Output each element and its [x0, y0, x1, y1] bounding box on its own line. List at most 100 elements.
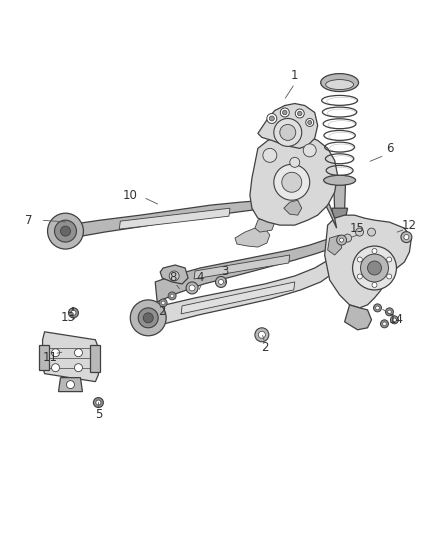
Circle shape: [274, 164, 310, 200]
Circle shape: [215, 277, 226, 287]
Polygon shape: [59, 378, 82, 392]
Text: 11: 11: [43, 351, 58, 364]
Circle shape: [303, 144, 316, 157]
Text: 5: 5: [95, 408, 102, 421]
Circle shape: [360, 254, 389, 282]
Text: 1: 1: [291, 69, 299, 82]
Circle shape: [138, 308, 158, 328]
Polygon shape: [332, 208, 348, 218]
Circle shape: [337, 235, 346, 245]
Circle shape: [169, 271, 179, 281]
Circle shape: [52, 364, 60, 372]
Circle shape: [130, 300, 166, 336]
Circle shape: [74, 364, 82, 372]
Circle shape: [161, 301, 165, 305]
Circle shape: [74, 349, 82, 357]
Circle shape: [93, 398, 103, 408]
Circle shape: [269, 116, 274, 121]
Circle shape: [372, 248, 377, 254]
Circle shape: [258, 332, 265, 338]
Circle shape: [385, 308, 393, 316]
Circle shape: [170, 294, 174, 298]
Circle shape: [376, 306, 379, 310]
Text: 12: 12: [402, 219, 417, 232]
Circle shape: [280, 124, 296, 140]
Circle shape: [388, 310, 391, 313]
Text: 6: 6: [386, 142, 393, 155]
Circle shape: [306, 118, 314, 126]
Circle shape: [219, 279, 223, 285]
Polygon shape: [250, 133, 338, 225]
Circle shape: [339, 238, 343, 242]
Polygon shape: [145, 258, 338, 328]
Circle shape: [367, 261, 381, 275]
Circle shape: [168, 292, 176, 300]
Polygon shape: [258, 103, 318, 148]
Polygon shape: [345, 305, 371, 330]
Circle shape: [267, 114, 277, 124]
Circle shape: [387, 257, 392, 262]
Polygon shape: [90, 345, 100, 372]
Polygon shape: [67, 200, 290, 238]
Polygon shape: [235, 228, 270, 247]
Circle shape: [297, 111, 302, 116]
Polygon shape: [328, 235, 342, 255]
Polygon shape: [334, 180, 346, 210]
Circle shape: [357, 274, 362, 279]
Ellipse shape: [326, 79, 353, 90]
Text: 10: 10: [123, 189, 138, 201]
Polygon shape: [119, 208, 230, 229]
Circle shape: [60, 226, 71, 236]
Circle shape: [357, 257, 362, 262]
Circle shape: [343, 234, 352, 242]
Circle shape: [274, 118, 302, 147]
Circle shape: [404, 235, 409, 240]
Text: 8: 8: [170, 271, 177, 285]
Polygon shape: [284, 200, 302, 215]
Polygon shape: [160, 265, 188, 284]
Circle shape: [401, 232, 412, 243]
Circle shape: [374, 304, 381, 312]
Text: 4: 4: [196, 271, 204, 285]
Text: 7: 7: [25, 214, 32, 227]
Circle shape: [96, 400, 101, 405]
Text: 15: 15: [350, 222, 365, 235]
Polygon shape: [42, 332, 99, 382]
Polygon shape: [155, 238, 338, 302]
Circle shape: [189, 285, 195, 291]
Circle shape: [52, 349, 60, 357]
Circle shape: [67, 381, 74, 389]
Circle shape: [68, 308, 78, 318]
Circle shape: [71, 310, 76, 316]
Circle shape: [159, 299, 167, 307]
Circle shape: [48, 213, 83, 249]
Ellipse shape: [324, 175, 356, 185]
Polygon shape: [325, 215, 411, 308]
Text: 2: 2: [261, 341, 268, 354]
Circle shape: [392, 318, 396, 321]
Circle shape: [387, 274, 392, 279]
Circle shape: [356, 228, 364, 236]
Text: 13: 13: [61, 311, 76, 325]
Text: 3: 3: [221, 265, 229, 278]
Text: 2: 2: [159, 305, 166, 318]
Circle shape: [381, 320, 389, 328]
Text: 14: 14: [389, 313, 404, 326]
Circle shape: [290, 157, 300, 167]
Circle shape: [372, 282, 377, 287]
Circle shape: [255, 328, 269, 342]
Polygon shape: [255, 215, 275, 232]
Circle shape: [295, 109, 304, 118]
Circle shape: [54, 220, 77, 242]
Circle shape: [383, 322, 386, 326]
Circle shape: [263, 148, 277, 163]
Ellipse shape: [321, 74, 359, 92]
Polygon shape: [181, 282, 295, 314]
Polygon shape: [285, 188, 337, 228]
Circle shape: [308, 120, 312, 124]
Circle shape: [186, 282, 198, 294]
Circle shape: [353, 246, 396, 290]
Circle shape: [390, 316, 399, 324]
Circle shape: [143, 313, 153, 323]
Circle shape: [280, 108, 289, 117]
